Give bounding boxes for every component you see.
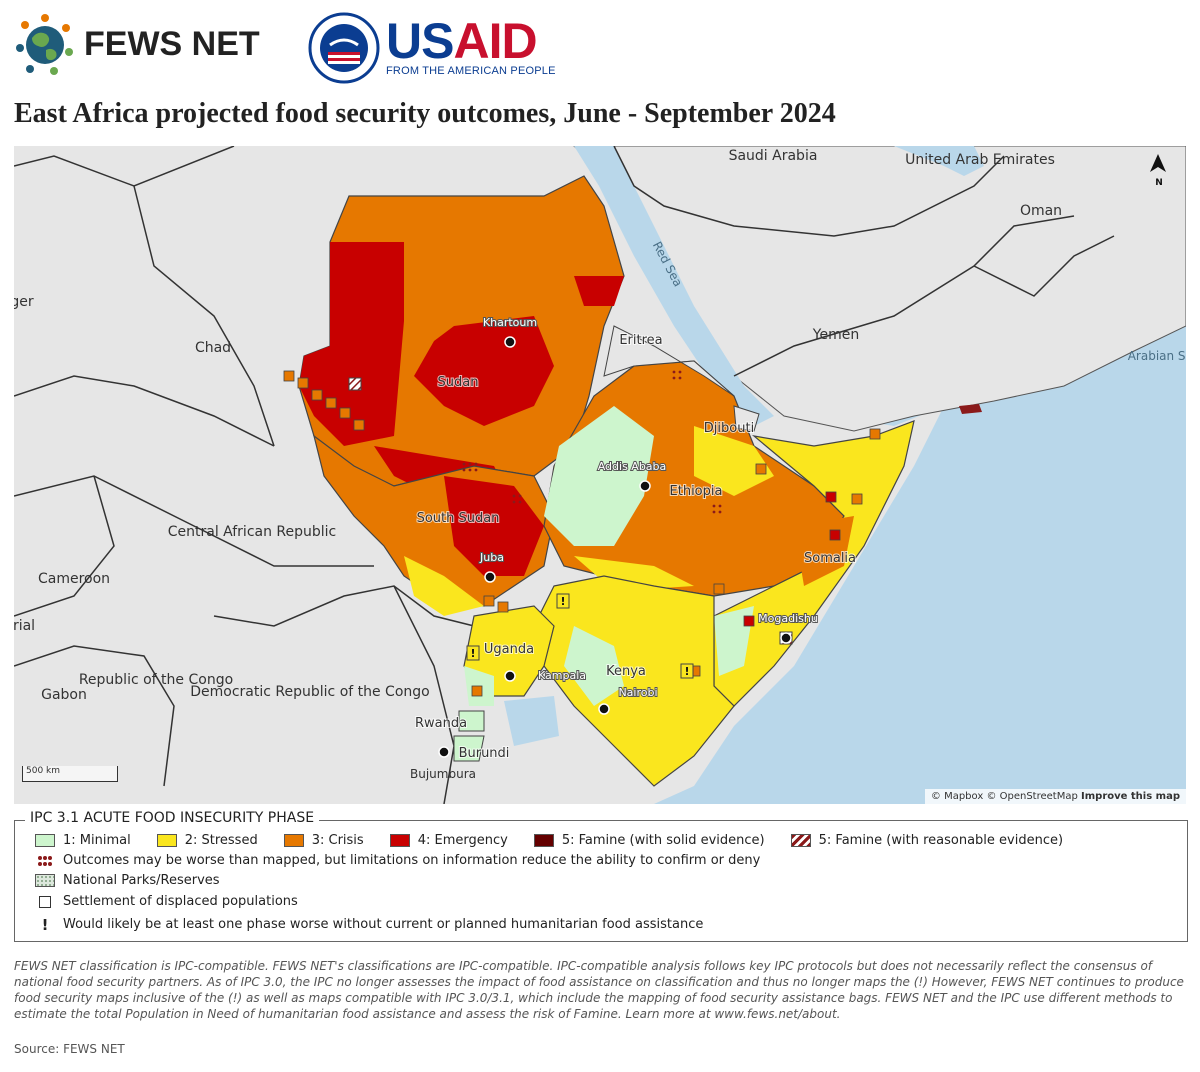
- label-eritrea: Eritrea: [619, 333, 662, 348]
- source-note: Source: FEWS NET: [14, 1042, 125, 1056]
- assistance-markers: ! ! !: [466, 593, 694, 679]
- swatch-famine-solid: [533, 834, 554, 847]
- rwanda-region: [458, 710, 485, 732]
- header: FEWS NET USAID FROM THE AMERICAN PEOPLE: [14, 10, 1186, 84]
- sudan-east-emergency: [574, 276, 624, 306]
- svg-text:!: !: [684, 665, 689, 678]
- persian-gulf: [894, 146, 984, 176]
- usaid-logo: USAID FROM THE AMERICAN PEOPLE: [308, 12, 556, 84]
- label-uae: United Arab Emirates: [905, 152, 1055, 168]
- page-title: East Africa projected food security outc…: [14, 98, 836, 129]
- south-sudan-stressed: [404, 556, 484, 616]
- mapbox-link[interactable]: © Mapbox: [930, 791, 984, 802]
- fews-net-logo: FEWS NET: [14, 12, 260, 76]
- label-mogadishu: Mogadishu: [758, 612, 818, 625]
- osm-link[interactable]: © OpenStreetMap: [986, 791, 1078, 802]
- parks-swatch-icon: [35, 874, 55, 888]
- legend-phase-crisis: 3: Crisis: [283, 833, 364, 848]
- legend-outcomes-worse: Outcomes may be worse than mapped, but l…: [35, 853, 760, 868]
- label-juba: Juba: [479, 551, 504, 564]
- lake-victoria: [504, 696, 559, 746]
- usaid-wordmark: USAID: [386, 13, 538, 69]
- legend-assistance: ! Would likely be at least one phase wor…: [35, 915, 704, 934]
- scale-bar: 500 km: [22, 766, 118, 782]
- legend-parks: National Parks/Reserves: [35, 873, 220, 888]
- label-addis-ababa: Addis Ababa: [598, 460, 667, 473]
- label-rwanda: Rwanda: [415, 716, 467, 731]
- label-khartoum: Khartoum: [483, 316, 537, 329]
- label-burundi: Burundi: [459, 746, 510, 761]
- map-canvas[interactable]: ! ! ! Saudi Arabia United Arab Emirates …: [14, 146, 1186, 804]
- svg-text:!: !: [560, 595, 565, 608]
- outcomes-worse-dots: [462, 370, 722, 514]
- country-borders: [14, 146, 1115, 804]
- label-djibouti: Djibouti: [704, 421, 754, 436]
- sudan-central-emergency: [414, 316, 554, 426]
- settlement-markers: [283, 370, 881, 697]
- label-car: Central African Republic: [168, 524, 337, 540]
- ethiopia-stressed-east: [694, 426, 774, 496]
- legend-title: IPC 3.1 ACUTE FOOD INSECURITY PHASE: [25, 810, 320, 826]
- label-arabian-sea: Arabian Sea: [1128, 349, 1186, 363]
- usaid-seal-icon: [308, 12, 380, 84]
- label-somalia: Somalia: [804, 551, 856, 566]
- exclamation-icon: !: [41, 915, 49, 934]
- label-drc: Democratic Republic of the Congo: [190, 684, 429, 700]
- label-eq-guinea: rial: [14, 618, 35, 634]
- label-oman: Oman: [1020, 203, 1062, 219]
- svg-text:!: !: [470, 647, 475, 660]
- improve-map-link[interactable]: Improve this map: [1081, 791, 1180, 802]
- label-saudi-arabia: Saudi Arabia: [729, 148, 818, 164]
- label-cameroon: Cameroon: [38, 571, 110, 587]
- label-ethiopia: Ethiopia: [670, 484, 723, 499]
- legend-settlement: Settlement of displaced populations: [35, 894, 298, 909]
- kenya-minimal: [564, 626, 624, 706]
- legend-phase-famine-reasonable: 5: Famine (with reasonable evidence): [790, 833, 1063, 848]
- label-niger: ger: [14, 294, 34, 310]
- label-nairobi: Nairobi: [618, 686, 657, 699]
- label-bujumbura: Bujumbura: [410, 767, 476, 781]
- swatch-minimal: [35, 834, 55, 847]
- map-legend: IPC 3.1 ACUTE FOOD INSECURITY PHASE 1: M…: [14, 810, 1188, 942]
- eritrea-region: [603, 325, 735, 397]
- south-sudan-emergency: [444, 476, 544, 576]
- label-gabon: Gabon: [41, 687, 87, 703]
- emergency-settlement-markers: [743, 491, 841, 627]
- ethiopia-minimal: [544, 406, 654, 546]
- label-south-sudan: South Sudan: [417, 511, 500, 526]
- legend-phase-famine-solid: 5: Famine (with solid evidence): [533, 833, 765, 848]
- red-sea: [574, 146, 774, 426]
- label-chad: Chad: [195, 340, 231, 356]
- fews-net-wordmark: FEWS NET: [84, 24, 260, 63]
- usaid-tagline: FROM THE AMERICAN PEOPLE: [386, 65, 556, 77]
- label-uganda: Uganda: [484, 642, 534, 657]
- north-arrow-icon: N: [1148, 154, 1170, 188]
- label-yemen: Yemen: [812, 327, 859, 343]
- swatch-emergency: [389, 834, 410, 847]
- label-kampala: Kampala: [538, 669, 586, 682]
- famine-reasonable-marker-darfur: [348, 377, 362, 391]
- swatch-famine-reasonable: [790, 834, 811, 847]
- label-sudan: Sudan: [438, 375, 479, 390]
- capital-markers: [438, 336, 792, 758]
- legend-phase-stressed: 2: Stressed: [156, 833, 258, 848]
- sudan-darfur-emergency: [299, 242, 404, 446]
- socotra-island: [959, 404, 982, 414]
- footnote: FEWS NET classification is IPC-compatibl…: [14, 959, 1184, 1021]
- map-attribution: © Mapbox © OpenStreetMap Improve this ma…: [924, 789, 1186, 804]
- label-congo: Republic of the Congo: [79, 672, 233, 688]
- legend-phase-emergency: 4: Emergency: [389, 833, 508, 848]
- legend-phase-minimal: 1: Minimal: [35, 833, 131, 848]
- swatch-crisis: [283, 834, 304, 847]
- swatch-stressed: [156, 834, 177, 847]
- dots-icon: [35, 854, 55, 868]
- legend-phase-row: 1: Minimal 2: Stressed 3: Crisis 4: Emer…: [35, 833, 1089, 848]
- burundi-region: [453, 735, 485, 762]
- label-kenya: Kenya: [606, 664, 646, 679]
- food-security-map[interactable]: ! ! ! Saudi Arabia United Arab Emirates …: [14, 146, 1186, 804]
- djibouti-region: [733, 405, 760, 432]
- settlement-square-icon: [35, 895, 55, 909]
- fews-globe-icon: [16, 14, 73, 75]
